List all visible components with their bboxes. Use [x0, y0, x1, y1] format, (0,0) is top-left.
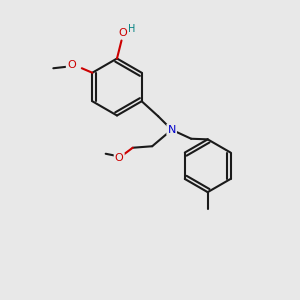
Text: O: O	[67, 60, 76, 70]
Text: H: H	[128, 23, 136, 34]
Text: N: N	[167, 125, 176, 135]
Text: O: O	[118, 28, 127, 38]
Text: O: O	[115, 153, 124, 163]
